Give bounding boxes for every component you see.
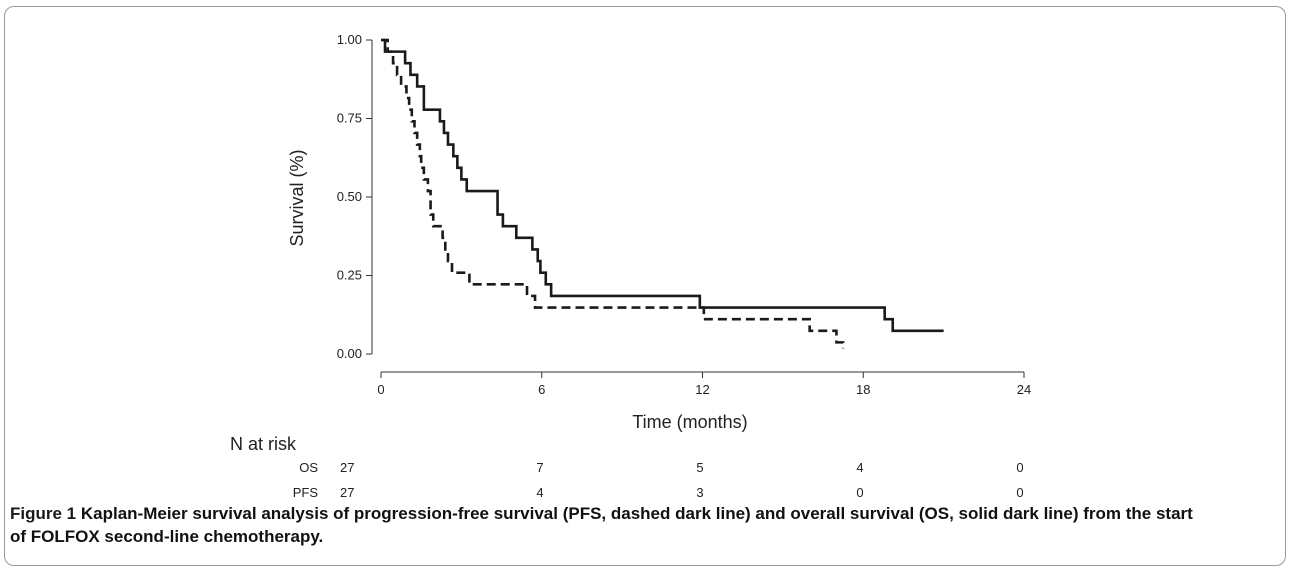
figure-caption: Figure 1 Kaplan-Meier survival analysis …: [10, 502, 1210, 548]
km-chart: 0.00 0.25 0.50 0.75 1.00 0 6 12 18 24 Time (month…: [230, 32, 1032, 500]
x-tick-label: 18: [856, 382, 870, 397]
x-tick-label: 24: [1017, 382, 1031, 397]
figure-frame: [4, 6, 1286, 566]
x-tick-label: 6: [538, 382, 545, 397]
x-tick-label: 12: [695, 382, 709, 397]
y-tick-label: 0.00: [337, 346, 362, 361]
risk-cell: 5: [696, 460, 703, 475]
risk-cell: 7: [536, 460, 543, 475]
risk-cell: 27: [340, 460, 354, 475]
risk-table: OS 27 7 5 4 0 PFS 27 4 3 0 0: [293, 460, 1024, 500]
series-os-line: [381, 38, 944, 333]
risk-cell: 3: [696, 485, 703, 500]
axes: 0.00 0.25 0.50 0.75 1.00 0 6 12 18 24: [337, 32, 1032, 397]
series-layer: [381, 38, 944, 349]
caption-text: Kaplan-Meier survival analysis of progre…: [10, 504, 1193, 546]
risk-table-title: N at risk: [230, 434, 297, 454]
risk-cell: 0: [1016, 460, 1023, 475]
y-tick-label: 0.25: [337, 268, 362, 283]
y-axis-label: Survival (%): [287, 149, 307, 246]
y-tick-label: 0.75: [337, 111, 362, 126]
risk-row-label-pfs: PFS: [293, 485, 319, 500]
risk-cell: 4: [856, 460, 863, 475]
risk-row-label-os: OS: [299, 460, 318, 475]
risk-cell: 0: [1016, 485, 1023, 500]
y-tick-label: 0.50: [337, 189, 362, 204]
series-pfs-line: [381, 38, 845, 349]
x-tick-label: 0: [377, 382, 384, 397]
risk-cell: 0: [856, 485, 863, 500]
risk-cell: 27: [340, 485, 354, 500]
y-tick-label: 1.00: [337, 32, 362, 47]
x-axis-label: Time (months): [632, 412, 747, 432]
risk-cell: 4: [536, 485, 543, 500]
figure-label: Figure 1: [10, 504, 77, 523]
